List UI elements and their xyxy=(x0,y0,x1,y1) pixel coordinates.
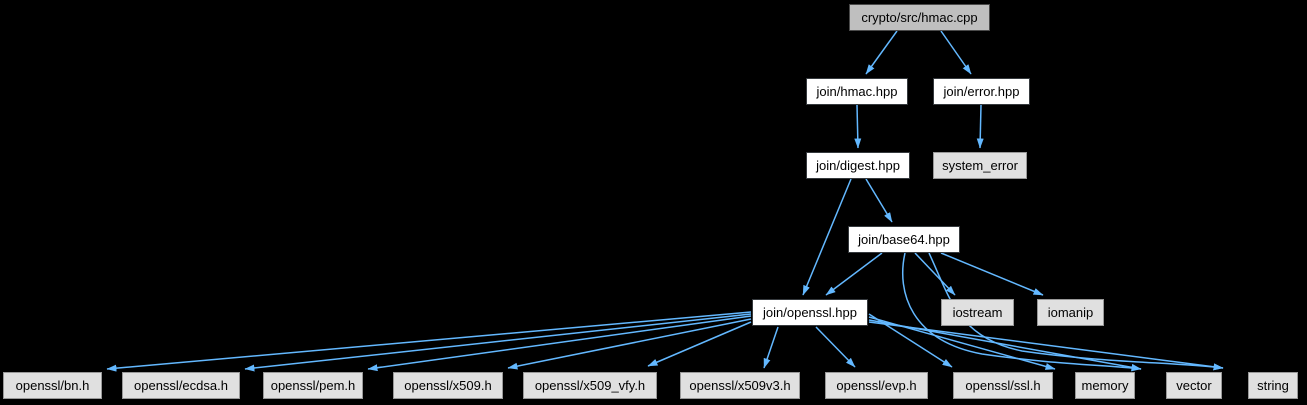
node-string: string xyxy=(1248,372,1298,399)
edge-base64-hpp-to-string xyxy=(928,252,1224,371)
edge-digest-hpp-to-openssl-hpp xyxy=(802,178,852,296)
edge-base64-hpp-to-iostream xyxy=(914,252,956,296)
edge-hmac-cpp-to-hmac-hpp xyxy=(865,30,898,75)
node-bn-h: openssl/bn.h xyxy=(3,372,102,399)
node-memory: memory xyxy=(1075,372,1135,399)
node-ecdsa-h: openssl/ecdsa.h xyxy=(122,372,240,399)
node-x509-h: openssl/x509.h xyxy=(393,372,503,399)
edge-base64-hpp-to-vector xyxy=(901,252,1142,372)
node-x509-vfy-h: openssl/x509_vfy.h xyxy=(523,372,657,399)
node-iomanip: iomanip xyxy=(1037,299,1104,326)
node-system-error: system_error xyxy=(933,152,1027,179)
edge-openssl-hpp-to-bn-h xyxy=(106,311,752,372)
edge-openssl-hpp-to-x509-h xyxy=(507,318,752,370)
edge-openssl-hpp-to-x509v3-h xyxy=(763,326,779,369)
node-base64-hpp[interactable]: join/base64.hpp xyxy=(848,226,960,253)
node-vector: vector xyxy=(1166,372,1222,399)
edge-hmac-hpp-to-digest-hpp xyxy=(854,104,862,149)
edge-base64-hpp-to-openssl-hpp xyxy=(825,252,883,296)
edge-openssl-hpp-to-evp-h xyxy=(815,326,856,368)
edge-openssl-hpp-to-string xyxy=(868,321,1224,371)
node-openssl-hpp[interactable]: join/openssl.hpp xyxy=(752,299,868,326)
node-x509v3-h: openssl/x509v3.h xyxy=(680,372,800,399)
node-pem-h: openssl/pem.h xyxy=(263,372,363,399)
node-digest-hpp[interactable]: join/digest.hpp xyxy=(806,152,910,179)
edge-openssl-hpp-to-ecdsa-h xyxy=(244,313,752,372)
node-error-hpp[interactable]: join/error.hpp xyxy=(933,78,1030,105)
node-ssl-h: openssl/ssl.h xyxy=(953,372,1053,399)
edge-digest-hpp-to-base64-hpp xyxy=(865,178,893,223)
edge-error-hpp-to-system-error xyxy=(976,104,984,149)
node-evp-h: openssl/evp.h xyxy=(825,372,928,399)
node-hmac-cpp: crypto/src/hmac.cpp xyxy=(849,4,990,31)
edge-openssl-hpp-to-x509-vfy-h xyxy=(647,321,752,367)
edge-hmac-cpp-to-error-hpp xyxy=(940,30,972,75)
edge-base64-hpp-to-iomanip xyxy=(940,252,1044,296)
node-hmac-hpp[interactable]: join/hmac.hpp xyxy=(806,78,908,105)
node-iostream: iostream xyxy=(941,299,1014,326)
edge-openssl-hpp-to-pem-h xyxy=(367,315,752,372)
